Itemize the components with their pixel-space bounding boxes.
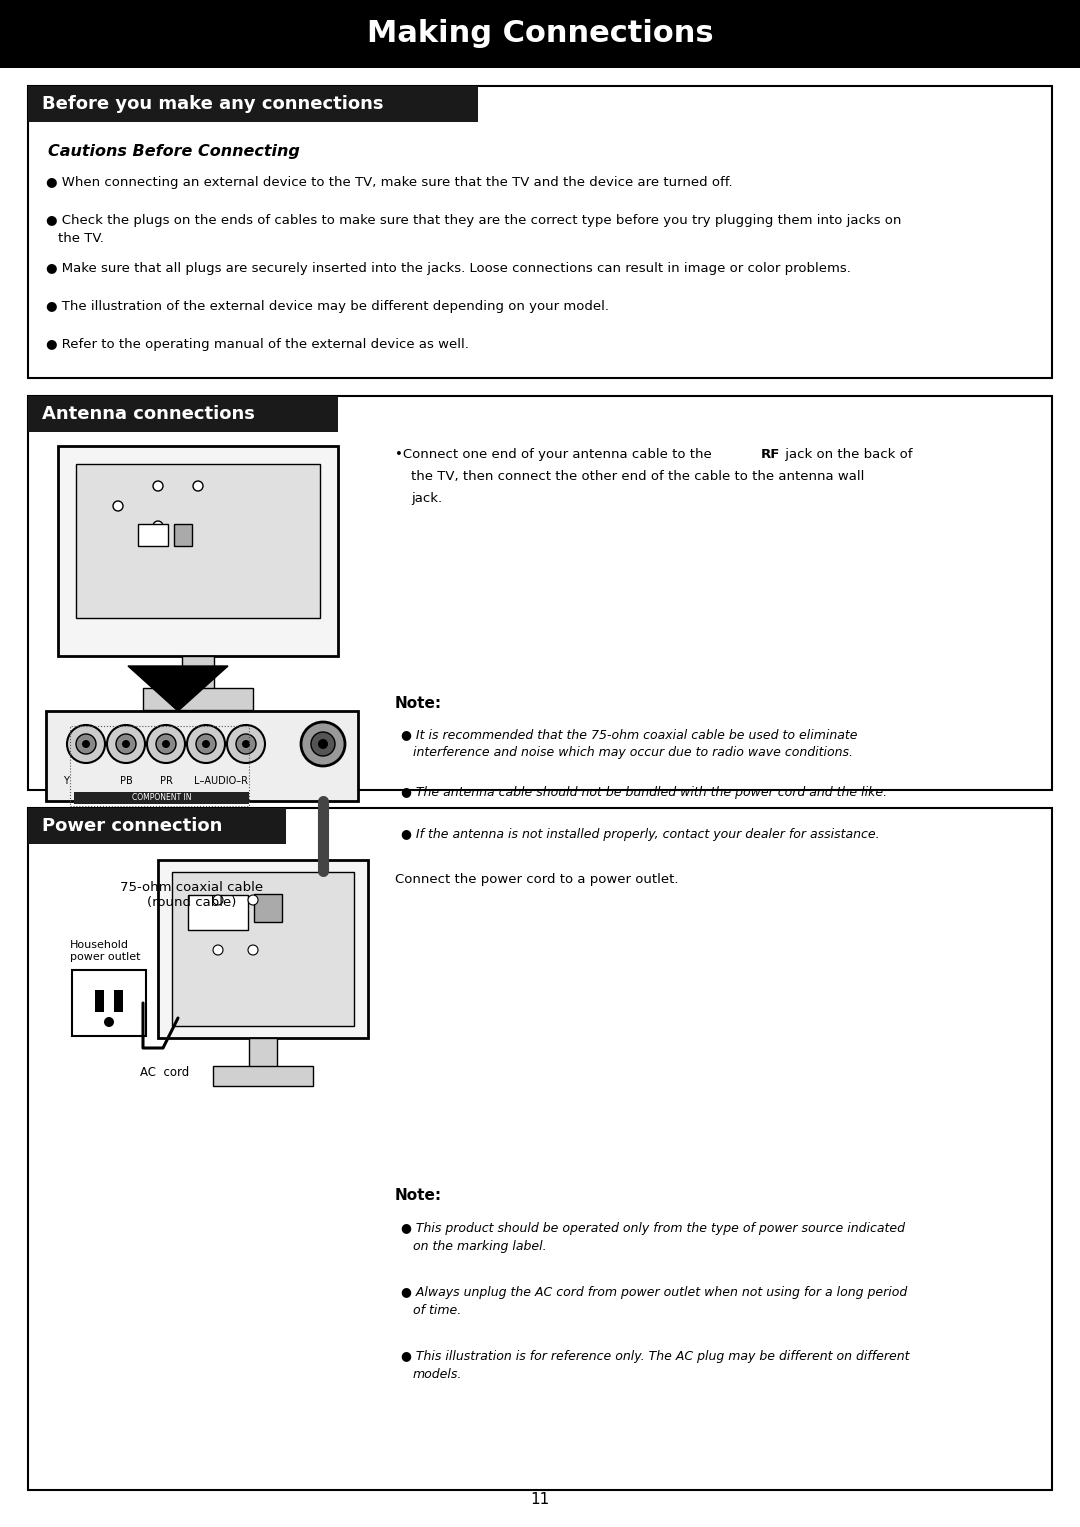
Bar <box>46 712 357 802</box>
Bar <box>28 86 1052 379</box>
Bar <box>72 970 146 1035</box>
Bar <box>249 1038 276 1067</box>
Bar <box>172 872 354 1026</box>
Bar <box>188 895 248 930</box>
Text: ● Refer to the operating manual of the external device as well.: ● Refer to the operating manual of the e… <box>46 337 469 351</box>
Text: models.: models. <box>413 1368 462 1380</box>
Bar <box>183 657 214 692</box>
Circle shape <box>104 1017 114 1028</box>
Text: Household
power outlet: Household power outlet <box>70 941 140 962</box>
Bar <box>311 844 335 861</box>
Circle shape <box>107 725 145 764</box>
Text: ● This product should be operated only from the type of power source indicated: ● This product should be operated only f… <box>401 1222 905 1235</box>
Polygon shape <box>129 666 228 712</box>
Text: ● If the antenna is not installed properly, contact your dealer for assistance.: ● If the antenna is not installed proper… <box>401 828 879 841</box>
Bar <box>70 725 249 806</box>
Circle shape <box>213 945 222 954</box>
Circle shape <box>248 945 258 954</box>
Text: Before you make any connections: Before you make any connections <box>42 95 383 113</box>
Bar <box>58 446 338 657</box>
Bar <box>28 395 338 432</box>
Text: ● It is recommended that the 75-ohm coaxial cable be used to eliminate: ● It is recommended that the 75-ohm coax… <box>401 728 858 741</box>
Text: 75-ohm coaxial cable
(round cable): 75-ohm coaxial cable (round cable) <box>121 881 264 909</box>
Circle shape <box>202 741 210 748</box>
Circle shape <box>193 481 203 492</box>
Text: ● Make sure that all plugs are securely inserted into the jacks. Loose connectio: ● Make sure that all plugs are securely … <box>46 263 851 275</box>
Bar <box>28 86 478 122</box>
Text: interference and noise which may occur due to radio wave conditions.: interference and noise which may occur d… <box>413 747 853 759</box>
Circle shape <box>242 741 249 748</box>
Circle shape <box>187 725 225 764</box>
Text: Connect the power cord to a power outlet.: Connect the power cord to a power outlet… <box>395 873 678 886</box>
Text: jack on the back of: jack on the back of <box>781 447 913 461</box>
Text: the TV, then connect the other end of the cable to the antenna wall: the TV, then connect the other end of th… <box>411 470 864 483</box>
Circle shape <box>82 741 90 748</box>
Bar <box>213 1066 313 1086</box>
Circle shape <box>213 895 222 906</box>
Text: AC  cord: AC cord <box>140 1066 189 1080</box>
Text: Y: Y <box>63 776 69 786</box>
Bar <box>76 464 320 618</box>
Bar <box>174 524 192 547</box>
Text: jack.: jack. <box>411 492 442 505</box>
Text: ● Check the plugs on the ends of cables to make sure that they are the correct t: ● Check the plugs on the ends of cables … <box>46 214 902 228</box>
Text: PB: PB <box>120 776 133 786</box>
Circle shape <box>156 734 176 754</box>
Text: ● When connecting an external device to the TV, make sure that the TV and the de: ● When connecting an external device to … <box>46 176 732 189</box>
Circle shape <box>153 481 163 492</box>
Text: L–AUDIO–R: L–AUDIO–R <box>194 776 248 786</box>
Text: 11: 11 <box>530 1492 550 1507</box>
Bar <box>114 989 123 1012</box>
Circle shape <box>195 734 216 754</box>
Text: on the marking label.: on the marking label. <box>413 1240 546 1254</box>
Text: COMPONENT IN: COMPONENT IN <box>132 794 191 803</box>
Bar <box>95 989 104 1012</box>
Text: Power connection: Power connection <box>42 817 222 835</box>
Circle shape <box>301 722 345 767</box>
Text: of time.: of time. <box>413 1304 461 1316</box>
Text: Note:: Note: <box>395 696 442 712</box>
Bar <box>75 793 249 805</box>
Circle shape <box>113 501 123 512</box>
Text: Antenna connections: Antenna connections <box>42 405 255 423</box>
Text: PR: PR <box>160 776 173 786</box>
Text: RF: RF <box>761 447 781 461</box>
Bar <box>28 808 286 844</box>
Text: •Connect one end of your antenna cable to the: •Connect one end of your antenna cable t… <box>395 447 716 461</box>
Bar <box>158 860 368 1038</box>
Bar <box>254 893 282 922</box>
Bar <box>143 689 253 710</box>
Circle shape <box>116 734 136 754</box>
Circle shape <box>237 734 256 754</box>
Text: Making Connections: Making Connections <box>367 20 713 49</box>
Text: ● The antenna cable should not be bundled with the power cord and the like.: ● The antenna cable should not be bundle… <box>401 786 887 799</box>
Circle shape <box>227 725 265 764</box>
Text: ● Always unplug the AC cord from power outlet when not using for a long period: ● Always unplug the AC cord from power o… <box>401 1286 907 1299</box>
Text: Note:: Note: <box>395 1188 442 1203</box>
Circle shape <box>311 731 335 756</box>
Circle shape <box>67 725 105 764</box>
Circle shape <box>318 739 328 750</box>
Bar <box>0 0 1080 69</box>
Circle shape <box>162 741 170 748</box>
Circle shape <box>76 734 96 754</box>
Bar <box>28 808 1052 1490</box>
Text: ● The illustration of the external device may be different depending on your mod: ● The illustration of the external devic… <box>46 299 609 313</box>
Bar <box>138 524 168 547</box>
Circle shape <box>147 725 185 764</box>
Bar <box>28 395 1052 789</box>
Text: Cautions Before Connecting: Cautions Before Connecting <box>48 144 300 159</box>
Circle shape <box>122 741 130 748</box>
Circle shape <box>153 521 163 531</box>
Text: ● This illustration is for reference only. The AC plug may be different on diffe: ● This illustration is for reference onl… <box>401 1350 909 1364</box>
Circle shape <box>248 895 258 906</box>
Text: the TV.: the TV. <box>58 232 104 244</box>
